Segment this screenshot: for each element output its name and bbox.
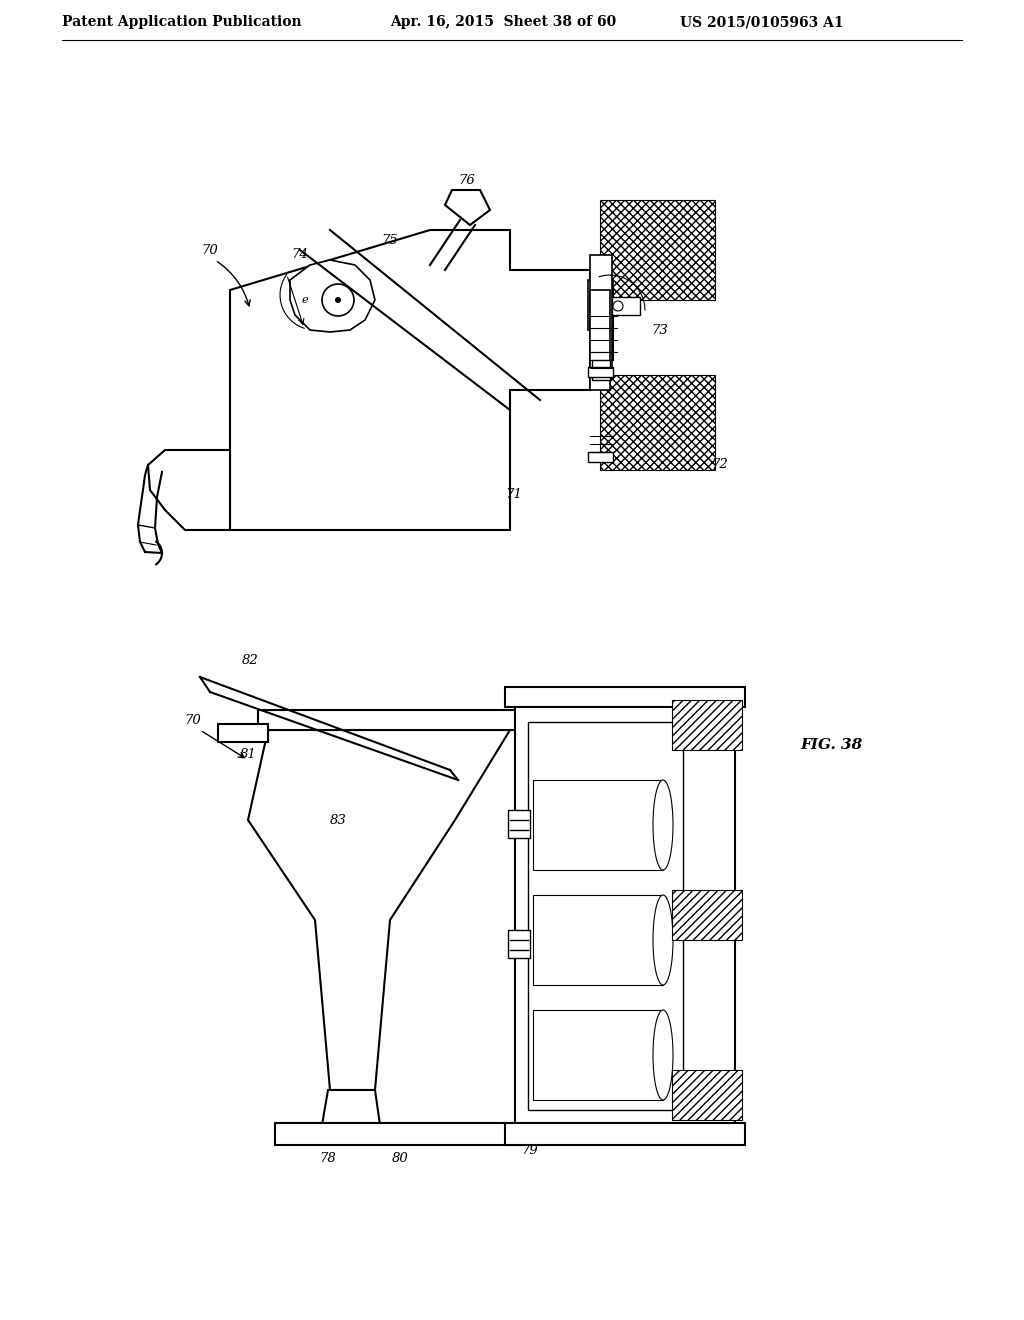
Bar [588,280,613,330]
Text: 76: 76 [459,173,475,186]
Bar [590,290,610,389]
Bar [508,810,530,838]
Bar [508,931,530,958]
Bar [588,451,613,462]
Text: 70: 70 [202,243,218,256]
Polygon shape [445,190,490,224]
Bar [534,895,663,985]
Text: FIG. 38: FIG. 38 [800,738,862,752]
Bar [592,360,610,380]
Text: e: e [302,294,308,305]
Bar [600,375,715,470]
Bar [593,290,613,360]
Bar [672,700,742,750]
Bar [590,255,612,380]
Bar [515,705,735,1125]
Text: 75: 75 [382,234,398,247]
Ellipse shape [653,780,673,870]
Polygon shape [322,1090,380,1125]
Text: 73: 73 [651,323,669,337]
Ellipse shape [653,1010,673,1100]
Text: 78: 78 [319,1151,336,1164]
Bar [505,686,745,708]
Bar [590,285,605,325]
Text: 72: 72 [712,458,728,471]
Bar [588,367,613,378]
Text: 81: 81 [240,748,256,762]
Text: 79: 79 [521,1143,539,1156]
Polygon shape [148,450,230,531]
Text: 71: 71 [505,488,522,502]
Bar [672,1071,742,1119]
Bar [672,890,742,940]
Bar [258,710,520,730]
Text: Apr. 16, 2015  Sheet 38 of 60: Apr. 16, 2015 Sheet 38 of 60 [390,15,616,29]
Text: 74: 74 [292,248,308,261]
Bar [218,723,268,742]
Bar [534,1010,663,1100]
Ellipse shape [653,895,673,985]
Text: 70: 70 [184,714,202,726]
Polygon shape [290,260,375,333]
Bar [275,1123,525,1144]
Text: US 2015/0105963 A1: US 2015/0105963 A1 [680,15,844,29]
Bar [528,722,683,1110]
Circle shape [335,297,341,304]
Bar [505,1123,745,1144]
Text: 82: 82 [242,653,258,667]
Text: 83: 83 [330,813,346,826]
Bar [612,297,640,315]
Bar [600,201,715,300]
Polygon shape [248,730,510,1090]
Text: 80: 80 [391,1151,409,1164]
Bar [534,780,663,870]
Polygon shape [230,230,590,531]
Text: Patent Application Publication: Patent Application Publication [62,15,302,29]
